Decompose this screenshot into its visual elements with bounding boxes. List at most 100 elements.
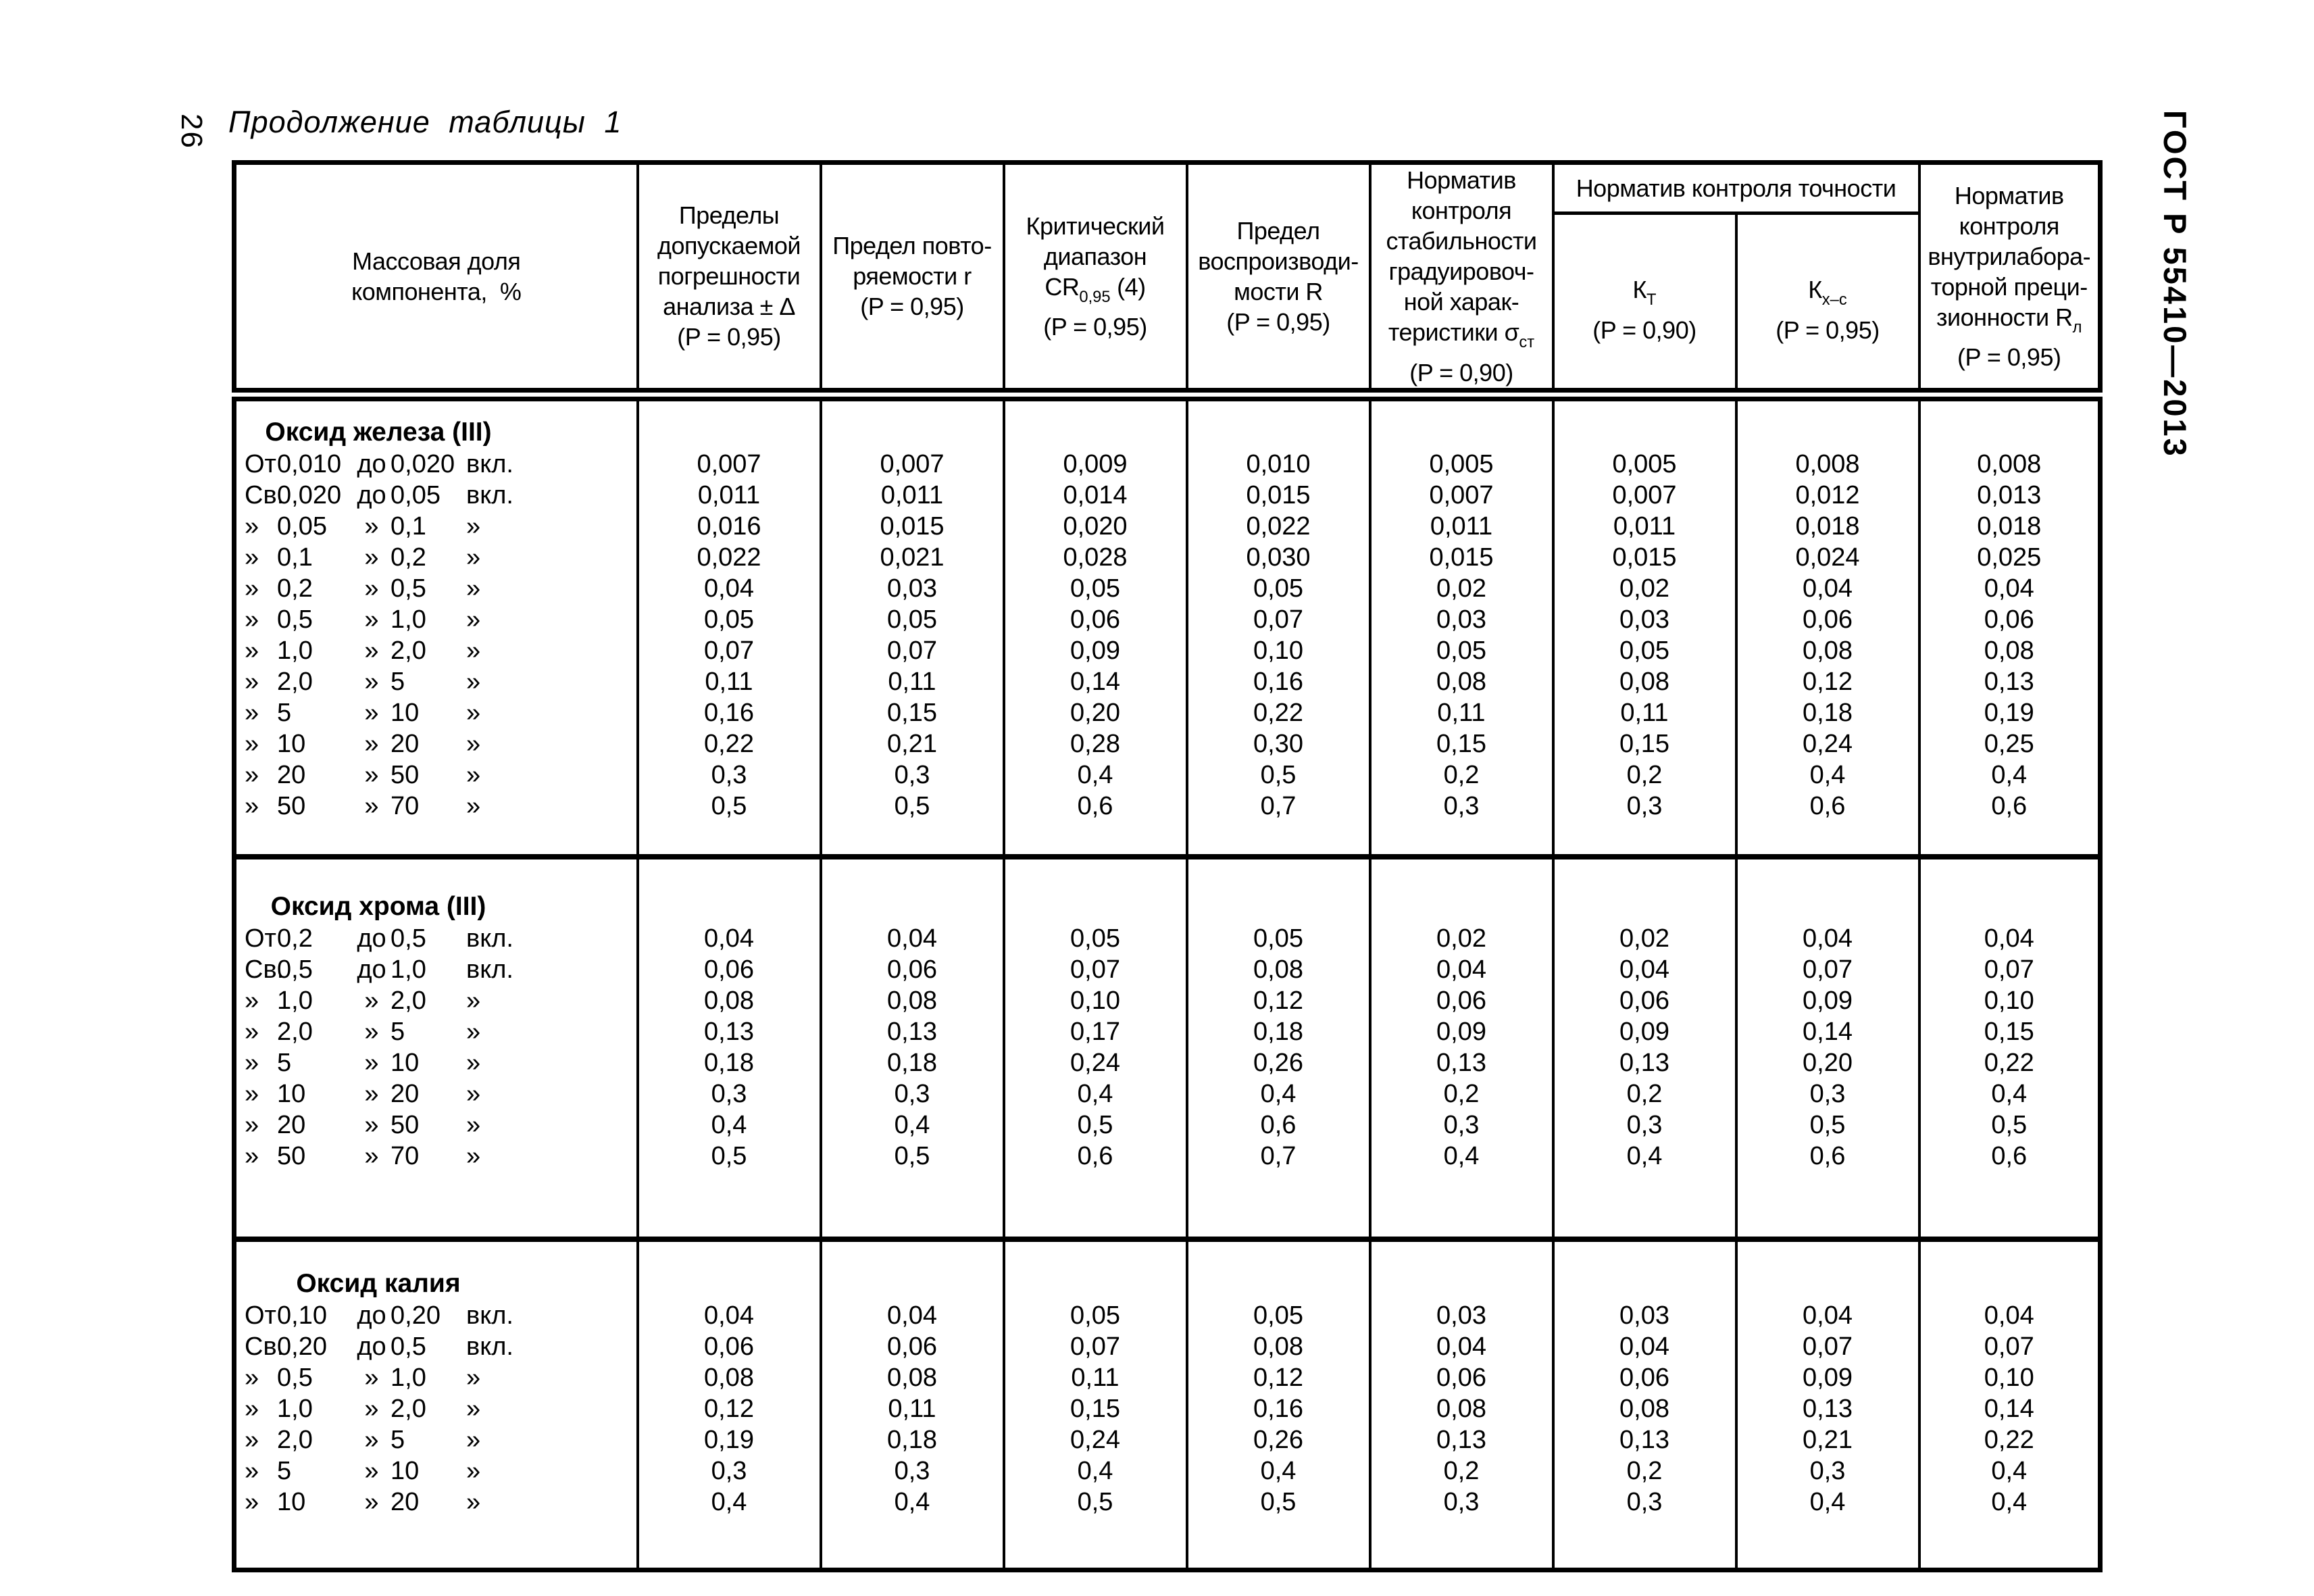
- range-prefix: Св.: [245, 955, 284, 984]
- header-line: ряемости r: [853, 262, 972, 291]
- value-cell: 0,12: [1803, 667, 1853, 696]
- value-cell: 0,24: [1070, 1425, 1120, 1454]
- header-line: Норматив: [1954, 181, 2064, 209]
- range-prefix: »: [245, 729, 259, 758]
- range-suffix: »: [466, 1048, 481, 1077]
- value-cell: 0,030: [1246, 543, 1311, 572]
- value-cell: 0,06: [887, 955, 937, 984]
- value-cell: 0,3: [711, 1079, 747, 1108]
- header-reproducibility-limit: Предел воспроизводи- мости R (P = 0,95): [1185, 161, 1372, 401]
- range-prefix: От: [245, 449, 276, 478]
- value-cell: 0,2: [1626, 760, 1663, 789]
- value-cell: 0,20: [1803, 1048, 1853, 1077]
- value-cell: 0,16: [1253, 1394, 1303, 1423]
- range-prefix: От: [245, 1301, 276, 1330]
- value-cell: 0,5: [1809, 1110, 1846, 1139]
- value-cell: 0,06: [1436, 1363, 1486, 1392]
- header-line: контроля: [1959, 211, 2060, 240]
- range-from: 5: [277, 698, 292, 727]
- header-line: Пределы: [678, 201, 780, 230]
- spacer: [1555, 891, 1735, 923]
- value-cell: 0,4: [1809, 1487, 1846, 1516]
- range-mid: до: [357, 924, 386, 953]
- range-prefix: »: [245, 512, 259, 541]
- header-line: (P = 0,95): [860, 293, 964, 321]
- spacer: [1005, 891, 1186, 923]
- range-suffix: »: [466, 1017, 481, 1046]
- value-column-cell: 0,02 0,04 0,06 0,09 0,13 0,2 0,3 0,4: [1368, 853, 1555, 1241]
- value-cell: 0,15: [1619, 729, 1669, 758]
- value-cell: 0,07: [1070, 955, 1120, 984]
- value-cell: 0,07: [1984, 1332, 2034, 1361]
- range-prefix: »: [245, 667, 259, 696]
- header-line: внутрилабора-: [1928, 242, 2091, 270]
- value-cell: 0,03: [1619, 1301, 1669, 1330]
- range-from: 0,05: [277, 512, 327, 541]
- value-cell: 0,05: [1436, 636, 1486, 665]
- range-to: 1,0: [391, 605, 426, 634]
- value-cell: 0,013: [1977, 480, 2042, 509]
- spacer: [1738, 1268, 1918, 1300]
- cr-symbol: CR: [1045, 272, 1080, 301]
- spacer: [1188, 1268, 1369, 1300]
- value-cell: 0,6: [1260, 1110, 1297, 1139]
- range-prefix: »: [245, 605, 259, 634]
- range-line: » 50 » 70 »: [236, 1141, 636, 1172]
- value-cell: 0,18: [887, 1425, 937, 1454]
- range-prefix: »: [245, 1456, 259, 1485]
- range-suffix: »: [466, 605, 481, 634]
- header-line: стабильности: [1386, 227, 1537, 255]
- header-line: Массовая доля: [352, 247, 521, 275]
- value-cell: 0,4: [1260, 1079, 1297, 1108]
- range-to: 0,05: [391, 480, 441, 509]
- range-line: » 10 » 20 »: [236, 1078, 636, 1109]
- kxc-symbol-line: Кх–с: [1738, 274, 1918, 315]
- range-line: От 0,010 до 0,020 вкл.: [236, 449, 636, 480]
- range-to: 20: [391, 1079, 420, 1108]
- range-from: 2,0: [277, 667, 313, 696]
- range-from: 50: [277, 791, 306, 820]
- value-cell: 0,6: [1809, 1141, 1846, 1170]
- spacer: [822, 1268, 1003, 1300]
- range-from: 1,0: [277, 1394, 313, 1423]
- range-from: 1,0: [277, 986, 313, 1015]
- value-cell: 0,4: [1991, 1456, 2028, 1485]
- value-cell: 0,02: [1619, 574, 1669, 603]
- value-cell: 0,011: [697, 480, 761, 509]
- value-column-cell: 0,03 0,04 0,06 0,08 0,13 0,2 0,3: [1368, 1236, 1555, 1572]
- section-title: Оксид хрома (III): [270, 891, 486, 921]
- value-cell: 0,08: [887, 986, 937, 1015]
- value-cell: 0,06: [1436, 986, 1486, 1015]
- value-cell: 0,20: [1070, 698, 1120, 727]
- range-to: 2,0: [391, 636, 426, 665]
- value-cell: 0,3: [1626, 1110, 1663, 1139]
- rl-subscript: л: [2072, 318, 2082, 336]
- range-mid: »: [364, 543, 379, 572]
- value-cell: 0,04: [1803, 1301, 1853, 1330]
- value-cell: 0,14: [1070, 667, 1120, 696]
- gost-standard-label: ГОСТ Р 55410—2013: [2157, 110, 2193, 458]
- range-line: От 0,2 до 0,5 вкл.: [236, 923, 636, 954]
- value-cell: 0,005: [1612, 449, 1677, 478]
- value-cell: 0,10: [1070, 986, 1120, 1015]
- range-mid: »: [364, 791, 379, 820]
- range-from: 2,0: [277, 1017, 313, 1046]
- range-mid: »: [364, 1017, 379, 1046]
- spacer: [639, 416, 820, 449]
- range-mid: »: [364, 760, 379, 789]
- value-cell: 0,24: [1803, 729, 1853, 758]
- value-cell: 0,09: [1619, 1017, 1669, 1046]
- range-mid: »: [364, 667, 379, 696]
- value-cell: 0,13: [887, 1017, 937, 1046]
- range-mid: »: [364, 636, 379, 665]
- range-mid: »: [364, 986, 379, 1015]
- range-suffix: »: [466, 760, 481, 789]
- spacer: [1372, 1268, 1552, 1300]
- kxc-symbol: К: [1808, 275, 1822, 303]
- value-cell: 0,4: [1809, 760, 1846, 789]
- value-cell: 0,08: [1984, 636, 2034, 665]
- range-suffix: »: [466, 1425, 481, 1454]
- value-cell: 0,09: [1070, 636, 1120, 665]
- value-cell: 0,03: [1436, 605, 1486, 634]
- value-cell: 0,10: [1984, 986, 2034, 1015]
